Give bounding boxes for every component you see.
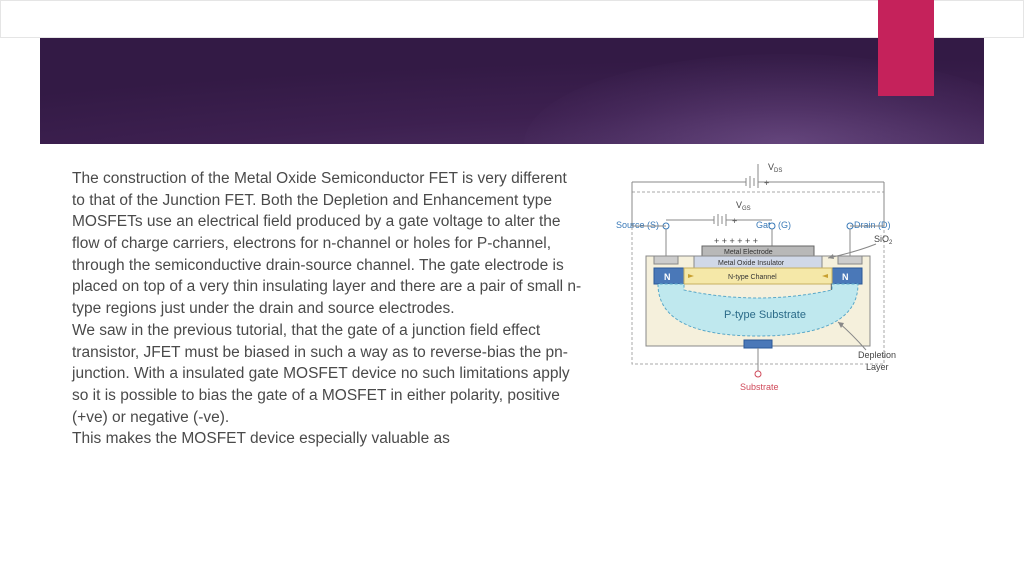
content-area: The construction of the Metal Oxide Semi… xyxy=(72,168,984,576)
svg-text:+: + xyxy=(732,216,737,226)
p-substrate-text: P-type Substrate xyxy=(724,309,806,321)
paragraph-3: This makes the MOSFET device especially … xyxy=(72,428,582,450)
slide-banner xyxy=(40,38,984,144)
accent-ribbon xyxy=(878,0,934,96)
paragraph-1: The construction of the Metal Oxide Semi… xyxy=(72,168,582,320)
substrate-label: Substrate xyxy=(740,382,779,392)
mosfet-diagram: VDS + VGS + Source (S) Gate (G) Drain (D… xyxy=(606,158,906,418)
depletion-label-2: Layer xyxy=(866,362,889,372)
source-label: Source (S) xyxy=(616,220,659,230)
sio2-label: SiO2 xyxy=(874,234,893,246)
vgs-label: VGS xyxy=(736,200,751,212)
paragraph-2: We saw in the previous tutorial, that th… xyxy=(72,320,582,428)
substrate-contact xyxy=(744,340,772,348)
svg-text:+ + + + + +: + + + + + + xyxy=(714,236,758,246)
gate-terminal xyxy=(769,223,775,229)
body-text-column: The construction of the Metal Oxide Semi… xyxy=(72,168,582,576)
substrate-terminal xyxy=(755,371,761,377)
svg-text:N: N xyxy=(664,272,671,282)
diagram-column: VDS + VGS + Source (S) Gate (G) Drain (D… xyxy=(606,168,984,576)
svg-text:N: N xyxy=(842,272,849,282)
drain-label: Drain (D) xyxy=(854,220,891,230)
vds-label: VDS xyxy=(768,162,782,174)
channel-text: N-type Channel xyxy=(728,274,777,281)
svg-text:+: + xyxy=(764,178,769,188)
depletion-label-1: Depletion xyxy=(858,350,896,360)
top-frame xyxy=(0,0,1024,38)
metal-electrode-text: Metal Electrode xyxy=(724,249,773,256)
oxide-text: Metal Oxide Insulator xyxy=(718,260,785,267)
